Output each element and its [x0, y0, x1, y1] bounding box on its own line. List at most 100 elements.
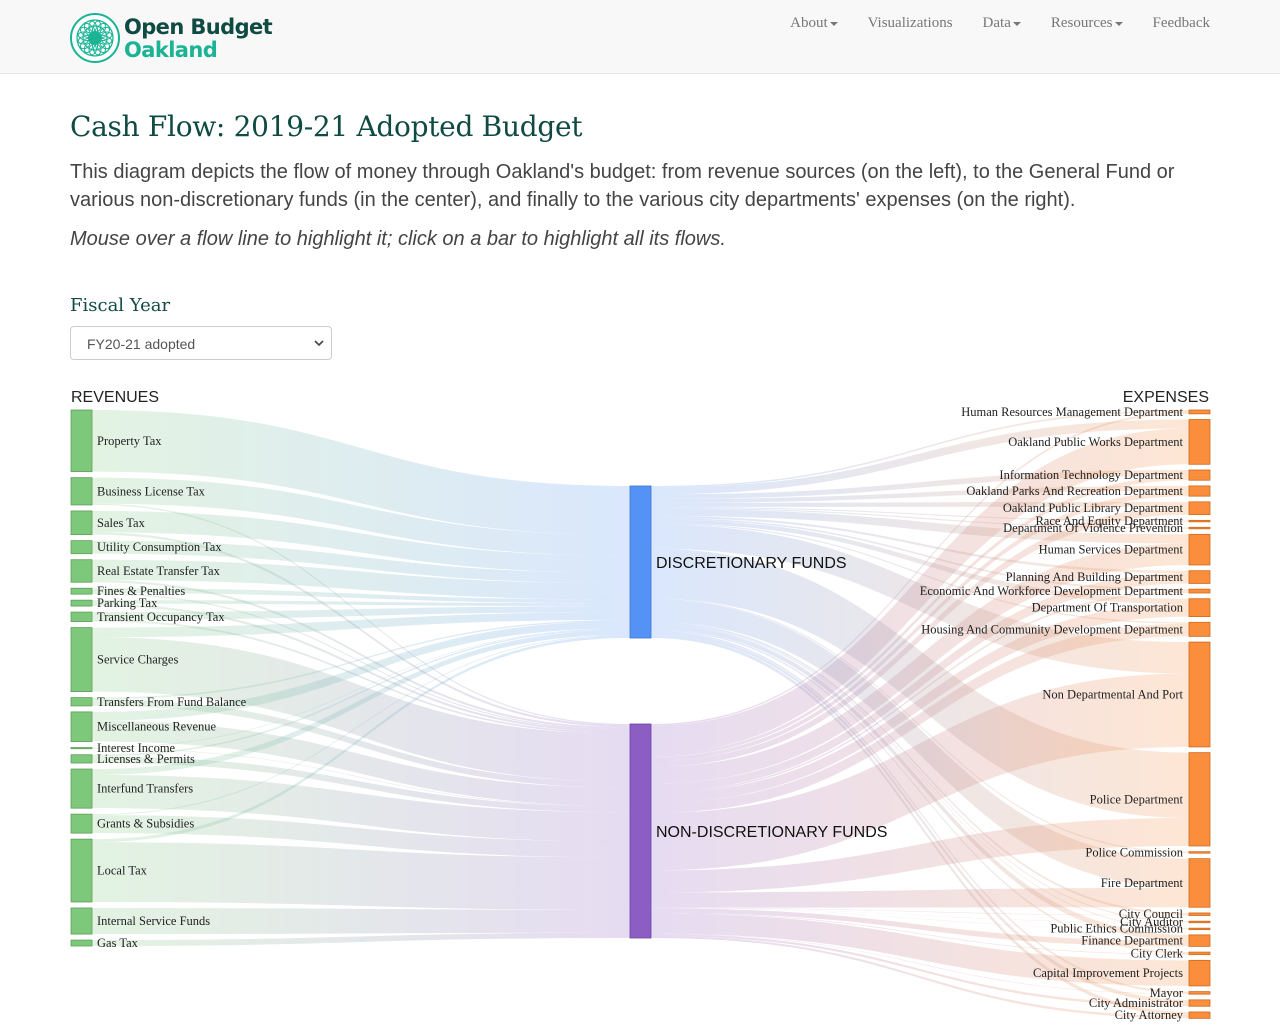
flow-real-estate-transfer-tax-to-non-discretionary[interactable]: [92, 579, 630, 730]
flow-interest-income-to-discretionary[interactable]: [92, 628, 630, 749]
revenue-parking-tax-bar[interactable]: [70, 599, 93, 607]
fund-discretionary-funds-bar[interactable]: [629, 485, 652, 639]
expense-oakland-parks-and-recreation-department-bar[interactable]: [1188, 485, 1211, 497]
flow-discretionary-to-oakland-public-works-department[interactable]: [651, 419, 1189, 495]
expense-public-ethics-commission-bar[interactable]: [1188, 927, 1211, 931]
flow-grants-and-subsidies-to-non-discretionary[interactable]: [92, 815, 630, 858]
revenue-interfund-transfers-bar[interactable]: [70, 768, 93, 809]
flow-transfers-from-fund-balance-to-non-discretionary[interactable]: [92, 699, 630, 788]
flow-business-license-tax-to-discretionary[interactable]: [92, 477, 630, 556]
revenue-grants-and-subsidies-bar[interactable]: [70, 813, 93, 834]
flow-gas-tax-to-non-discretionary[interactable]: [92, 932, 630, 946]
flow-discretionary-to-non-departmental-and-port[interactable]: [651, 524, 1189, 674]
flow-interest-income-to-non-discretionary[interactable]: [92, 748, 630, 807]
flow-non-discretionary-to-housing-and-community-development-department[interactable]: [651, 623, 1189, 813]
flow-real-estate-transfer-tax-to-discretionary[interactable]: [92, 559, 630, 600]
revenue-service-charges-bar[interactable]: [70, 627, 93, 693]
flow-non-discretionary-to-non-departmental-and-port[interactable]: [651, 673, 1189, 871]
expense-oakland-public-works-department-bar[interactable]: [1188, 419, 1211, 465]
expense-finance-department-bar[interactable]: [1188, 934, 1211, 947]
expense-oakland-public-library-department-bar[interactable]: [1188, 501, 1211, 516]
expense-city-administrator-bar[interactable]: [1188, 999, 1211, 1007]
flow-transient-occupancy-tax-to-discretionary[interactable]: [92, 606, 630, 620]
flow-parking-tax-to-discretionary[interactable]: [92, 600, 630, 607]
flow-non-discretionary-to-information-technology-department[interactable]: [651, 476, 1189, 757]
flow-non-discretionary-to-public-ethics-commission[interactable]: [651, 908, 1189, 930]
revenue-internal-service-funds-bar[interactable]: [70, 907, 93, 935]
flow-non-discretionary-to-human-resources-management-department[interactable]: [651, 411, 1189, 726]
flow-non-discretionary-to-city-auditor[interactable]: [651, 908, 1189, 923]
flow-discretionary-to-oakland-parks-and-recreation-department[interactable]: [651, 485, 1189, 503]
revenue-business-license-tax-bar[interactable]: [70, 477, 93, 506]
revenue-sales-tax-bar[interactable]: [70, 510, 93, 536]
flow-discretionary-to-oakland-public-library-department[interactable]: [651, 501, 1189, 507]
flow-service-charges-to-discretionary[interactable]: [92, 612, 630, 638]
flow-discretionary-to-human-services-department[interactable]: [651, 508, 1189, 544]
flow-non-discretionary-to-capital-improvement-projects[interactable]: [651, 913, 1189, 986]
revenue-property-tax-bar[interactable]: [70, 409, 93, 473]
flow-licenses-and-permits-to-non-discretionary[interactable]: [92, 756, 630, 813]
flow-licenses-and-permits-to-discretionary[interactable]: [92, 628, 630, 757]
flow-discretionary-to-economic-and-workforce-development-department[interactable]: [651, 517, 1189, 592]
expense-police-commission-bar[interactable]: [1188, 851, 1211, 854]
flow-non-discretionary-to-oakland-public-library-department[interactable]: [651, 506, 1189, 767]
expense-city-attorney-bar[interactable]: [1188, 1011, 1211, 1019]
expense-city-clerk-bar[interactable]: [1188, 951, 1211, 956]
expense-information-technology-department-bar[interactable]: [1188, 469, 1211, 481]
flow-property-tax-to-discretionary[interactable]: [92, 410, 630, 536]
brand-home-link[interactable]: Open Budget Oakland: [70, 13, 273, 65]
flow-discretionary-to-public-ethics-commission[interactable]: [651, 624, 1189, 929]
flow-discretionary-to-race-and-equity-department[interactable]: [651, 506, 1189, 522]
expense-planning-and-building-department-bar[interactable]: [1188, 570, 1211, 584]
flow-interfund-transfers-to-discretionary[interactable]: [92, 630, 630, 775]
flow-discretionary-to-city-auditor[interactable]: [651, 623, 1189, 923]
flow-interfund-transfers-to-non-discretionary[interactable]: [92, 774, 630, 842]
flow-discretionary-to-department-of-transportation[interactable]: [651, 519, 1189, 605]
flow-sales-tax-to-discretionary[interactable]: [92, 510, 630, 573]
nav-visualizations[interactable]: Visualizations: [838, 0, 953, 50]
revenue-licenses-and-permits-bar[interactable]: [70, 754, 93, 764]
flow-service-charges-to-non-discretionary[interactable]: [92, 637, 630, 782]
nav-feedback[interactable]: Feedback: [1123, 0, 1210, 50]
flow-non-discretionary-to-finance-department[interactable]: [651, 908, 1189, 947]
flow-discretionary-to-fire-department[interactable]: [651, 599, 1189, 888]
revenue-interest-income-bar[interactable]: [70, 747, 93, 750]
flow-non-discretionary-to-oakland-parks-and-recreation-department[interactable]: [651, 491, 1189, 761]
flow-fines-and-penalties-to-non-discretionary[interactable]: [92, 592, 630, 731]
flow-miscellaneous-revenue-to-discretionary[interactable]: [92, 621, 630, 721]
flow-non-discretionary-to-city-attorney[interactable]: [651, 935, 1189, 1019]
flow-fines-and-penalties-to-discretionary[interactable]: [92, 588, 630, 604]
fiscal-year-select[interactable]: FY20-21 adopted: [70, 326, 332, 360]
revenue-gas-tax-bar[interactable]: [70, 939, 93, 947]
flow-discretionary-to-human-resources-management-department[interactable]: [651, 410, 1189, 488]
expense-housing-and-community-development-department-bar[interactable]: [1188, 621, 1211, 637]
expense-non-departmental-and-port-bar[interactable]: [1188, 641, 1211, 748]
flow-discretionary-to-city-attorney[interactable]: [651, 635, 1189, 1016]
flow-discretionary-to-police-commission[interactable]: [651, 598, 1189, 853]
expense-city-council-bar[interactable]: [1188, 912, 1211, 916]
nav-data[interactable]: Data: [953, 0, 1021, 50]
revenue-transfers-from-fund-balance-bar[interactable]: [70, 697, 93, 707]
expense-fire-department-bar[interactable]: [1188, 858, 1211, 908]
nav-resources[interactable]: Resources: [1021, 0, 1123, 50]
flow-discretionary-to-city-administrator[interactable]: [651, 632, 1189, 1004]
flow-non-discretionary-to-city-council[interactable]: [651, 907, 1189, 916]
nav-about[interactable]: About: [760, 0, 838, 50]
revenue-transient-occupancy-tax-bar[interactable]: [70, 611, 93, 622]
flow-discretionary-to-city-clerk[interactable]: [651, 629, 1189, 954]
flow-local-tax-to-discretionary[interactable]: [92, 635, 630, 843]
flow-grants-and-subsidies-to-discretionary[interactable]: [92, 634, 630, 816]
revenue-utility-consumption-tax-bar[interactable]: [70, 540, 93, 555]
expense-human-resources-management-department-bar[interactable]: [1188, 409, 1211, 415]
expense-city-auditor-bar[interactable]: [1188, 920, 1211, 924]
expense-capital-improvement-projects-bar[interactable]: [1188, 959, 1211, 987]
revenue-local-tax-bar[interactable]: [70, 838, 93, 903]
expense-department-of-violence-prevention-bar[interactable]: [1188, 526, 1211, 530]
expense-race-and-equity-department-bar[interactable]: [1188, 519, 1211, 523]
expense-mayor-bar[interactable]: [1188, 991, 1211, 995]
flow-transient-occupancy-tax-to-non-discretionary[interactable]: [92, 619, 630, 735]
revenue-miscellaneous-revenue-bar[interactable]: [70, 711, 93, 742]
flow-discretionary-to-mayor[interactable]: [651, 630, 1189, 994]
flow-discretionary-to-department-of-violence-prevention[interactable]: [651, 507, 1189, 529]
flow-discretionary-to-city-council[interactable]: [651, 622, 1189, 915]
